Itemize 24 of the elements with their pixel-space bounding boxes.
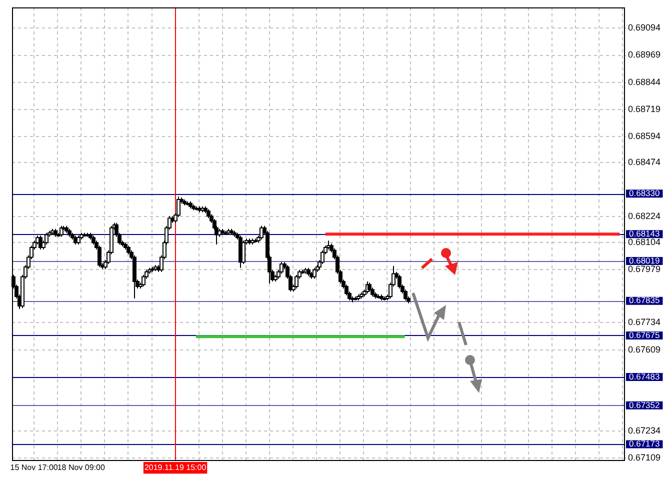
y-tick-label: 0.68594 — [628, 130, 661, 141]
ref-line-label: 0.68019 — [629, 255, 660, 266]
ref-line-label: 0.67675 — [629, 330, 660, 340]
x-tick-label: 2019.11.19 15:00 — [144, 463, 207, 472]
ref-line-label: 0.67173 — [629, 438, 660, 449]
y-tick-label: 0.68104 — [628, 237, 661, 248]
y-tick-label: 0.67234 — [628, 425, 661, 436]
y-tick-label: 0.67734 — [628, 317, 661, 328]
y-tick-label: 0.68969 — [628, 50, 661, 60]
x-tick-label: 18 Nov 09:00 — [57, 463, 106, 472]
ref-line-label: 0.67352 — [629, 400, 660, 410]
ref-line-label: 0.68143 — [629, 228, 660, 238]
ref-line-label: 0.67835 — [629, 295, 660, 306]
y-tick-label: 0.67109 — [628, 452, 661, 463]
y-tick-label: 0.67979 — [628, 264, 661, 274]
y-tick-label: 0.67609 — [628, 344, 661, 354]
y-tick-label: 0.68719 — [628, 104, 661, 114]
y-tick-label: 0.69094 — [628, 22, 661, 33]
y-tick-label: 0.68844 — [628, 76, 661, 87]
y-tick-label: 0.68224 — [628, 211, 661, 222]
y-tick-label: 0.68474 — [628, 156, 661, 167]
ref-line-label: 0.67483 — [629, 371, 660, 382]
x-tick-label: 15 Nov 17:00 — [10, 463, 58, 472]
ref-line-label: 0.68330 — [629, 188, 660, 198]
